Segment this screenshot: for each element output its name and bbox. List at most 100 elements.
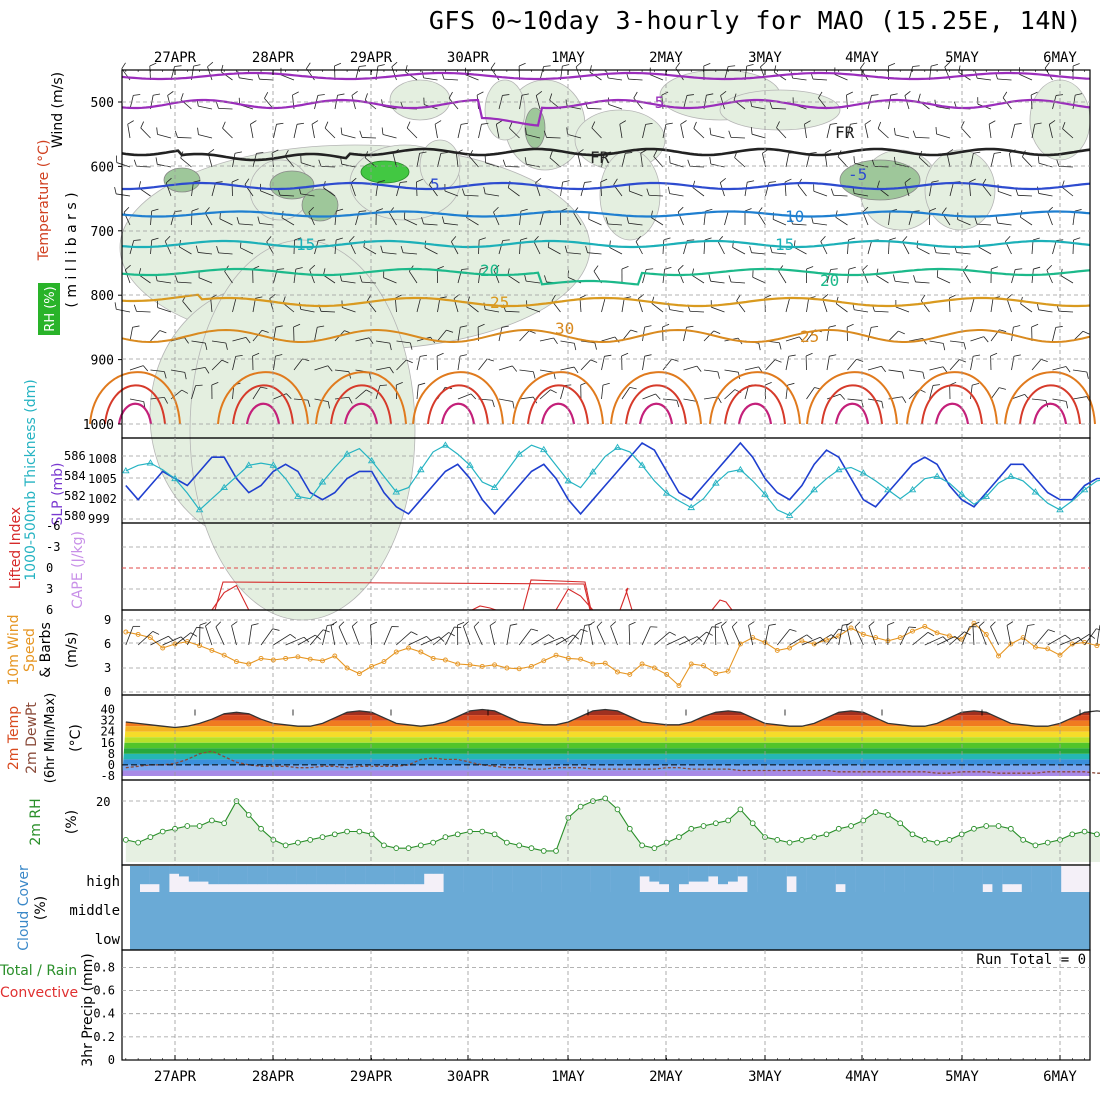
barb-staff xyxy=(1047,211,1053,226)
wind-barb-21 xyxy=(383,626,399,646)
wind-speed-point-35 xyxy=(553,652,559,658)
upper-barb-6-14 xyxy=(400,245,418,255)
barb-staff xyxy=(949,182,954,197)
rh-point-32 xyxy=(516,842,523,849)
barb-flag xyxy=(973,151,981,154)
barb-staff xyxy=(654,631,670,646)
barb-staff xyxy=(621,387,631,400)
rh-point-73 xyxy=(1020,836,1026,843)
rh-point-79 xyxy=(1094,831,1100,838)
thickness-point-78 xyxy=(1080,485,1089,493)
upper-barb-2-26 xyxy=(662,122,673,139)
barb-flag xyxy=(142,365,149,372)
upper-barb-11-10 xyxy=(334,396,353,404)
upper-barb-4-32 xyxy=(784,178,792,197)
cloud-level-2: low xyxy=(95,932,121,948)
upper-barb-3-19 xyxy=(502,159,520,168)
barb-staff xyxy=(309,629,324,646)
thickness-point-6 xyxy=(195,505,204,513)
upper-barb-7-17 xyxy=(478,267,488,284)
upper-barb-2-42 xyxy=(988,120,996,139)
upper-barb-5-29 xyxy=(724,210,736,226)
upper-barb-7-44 xyxy=(1031,266,1041,284)
barb-flag xyxy=(958,65,961,73)
barb-staff xyxy=(874,166,889,168)
upper-barb-4-29 xyxy=(719,177,726,197)
upper-barb-2-39 xyxy=(912,130,930,139)
upper-barb-3-41 xyxy=(970,151,981,168)
upper-barb-9-34 xyxy=(826,325,836,342)
wind-barb-9 xyxy=(231,621,238,646)
contour-label-2: FR xyxy=(590,148,610,167)
upper-barb-3-10 xyxy=(318,159,336,168)
barb-staff xyxy=(826,269,832,284)
barb-staff xyxy=(1059,636,1079,646)
barb-flag xyxy=(377,180,385,183)
barb-staff xyxy=(174,632,192,646)
barb-flag xyxy=(1065,366,1071,373)
barb-flag xyxy=(502,94,510,96)
barb-flag xyxy=(308,206,314,213)
contour-label-10: 25 xyxy=(490,293,509,312)
barb-flag xyxy=(221,359,229,364)
barb-flag xyxy=(995,216,999,224)
barb-flag xyxy=(1034,122,1042,125)
li-bump-2 xyxy=(619,587,633,611)
barb-flag xyxy=(1072,63,1080,67)
upper-label-wind: Wind (m/s) xyxy=(50,72,66,148)
thickness-tick-1: 584 xyxy=(64,469,86,483)
barb-staff xyxy=(239,223,254,226)
barb-staff xyxy=(218,252,233,255)
barb-flag xyxy=(296,122,304,125)
barb-staff xyxy=(990,298,994,313)
barb-staff xyxy=(970,298,975,313)
cloud-high-bar-54 xyxy=(659,866,670,885)
barb-staff xyxy=(424,247,438,255)
wind-barb-19 xyxy=(351,621,360,646)
barb-staff xyxy=(548,246,561,255)
rh-point-22 xyxy=(393,845,400,852)
barb-flag xyxy=(564,245,568,253)
barb-staff xyxy=(1084,628,1097,646)
thickness-point-58 xyxy=(834,465,843,473)
upper-barb-4-26 xyxy=(646,188,664,197)
upper-barb-2-6 xyxy=(250,120,257,139)
barb-flag xyxy=(269,293,276,299)
date-label-top-8: 5MAY xyxy=(945,50,979,66)
wind-barb-77 xyxy=(1072,634,1096,646)
upper-barb-6-4 xyxy=(195,245,213,255)
barb-flag xyxy=(871,159,875,167)
upper-barb-2-35 xyxy=(847,122,858,139)
barb-flag xyxy=(788,354,796,357)
upper-barb-4-35 xyxy=(830,188,848,197)
barb-staff xyxy=(609,247,623,255)
upper-barb-2-3 xyxy=(174,130,192,139)
barb-flag xyxy=(888,63,896,67)
rh-point-53 xyxy=(774,836,781,843)
upper-barb-7-34 xyxy=(826,268,838,284)
barb-staff xyxy=(836,303,848,313)
upper-barb-2-31 xyxy=(750,127,766,139)
upper-barb-2-12 xyxy=(359,130,377,139)
barb-staff xyxy=(375,340,390,344)
wind-speed-point-20 xyxy=(369,663,375,669)
barb-staff xyxy=(392,153,397,168)
upper-barb-10-36 xyxy=(867,365,886,373)
barb-staff xyxy=(215,626,225,646)
upper-barb-10-9 xyxy=(314,365,333,372)
barb-staff xyxy=(710,280,725,284)
cloud-high-bar-36 xyxy=(482,866,493,892)
wind-barb-22 xyxy=(395,631,418,646)
barb-flag xyxy=(225,342,228,350)
barb-flag xyxy=(174,65,182,67)
barb-flag xyxy=(1048,629,1055,633)
barb-staff xyxy=(838,625,843,646)
wind-barb-37 xyxy=(580,623,592,646)
barb-staff xyxy=(862,211,869,226)
barb-staff xyxy=(1058,166,1074,168)
date-label-top-2: 29APR xyxy=(350,50,393,66)
temp-band-7 xyxy=(122,742,1090,749)
iso-35-8 xyxy=(906,371,998,425)
rh-point-41 xyxy=(626,825,633,832)
upper-barb-5-1 xyxy=(150,208,159,226)
